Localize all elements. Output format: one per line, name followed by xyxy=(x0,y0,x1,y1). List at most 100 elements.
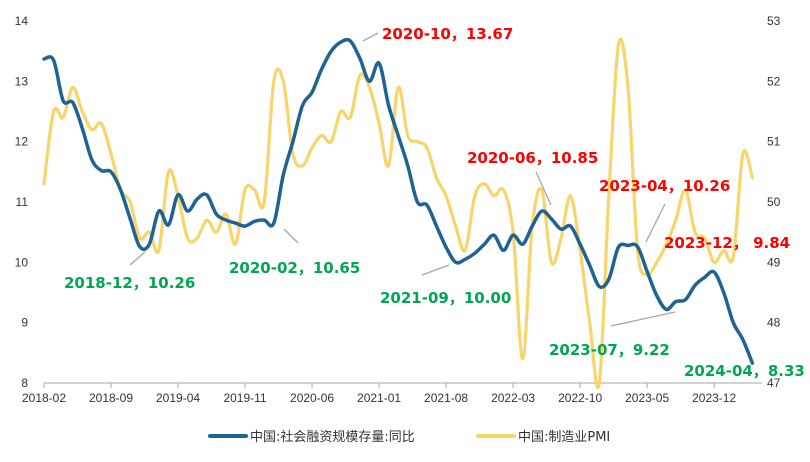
data-point xyxy=(369,87,370,88)
data-point xyxy=(694,232,695,233)
data-point xyxy=(694,285,695,286)
data-point xyxy=(733,322,734,323)
data-point xyxy=(168,171,169,172)
y-right-tick-label: 47 xyxy=(767,376,781,390)
data-point xyxy=(714,262,715,263)
data-point xyxy=(283,81,284,82)
data-point xyxy=(302,165,303,166)
annotation-label: 2024-04，8.33 xyxy=(684,362,805,380)
data-point xyxy=(91,159,92,160)
y-left-tick-label: 12 xyxy=(15,135,29,149)
data-point xyxy=(560,238,561,239)
data-point xyxy=(407,135,408,136)
data-point xyxy=(225,220,226,221)
data-point xyxy=(503,189,504,190)
data-point xyxy=(675,301,676,302)
data-point xyxy=(580,244,581,245)
data-point xyxy=(388,165,389,166)
data-point xyxy=(149,232,150,233)
data-point xyxy=(158,250,159,251)
data-point xyxy=(321,69,322,70)
annotation-leader-line xyxy=(645,203,666,243)
data-point xyxy=(244,189,245,190)
data-point xyxy=(72,102,73,103)
data-point xyxy=(666,309,667,310)
data-point xyxy=(551,218,552,219)
annotation-leader-line xyxy=(362,32,379,42)
data-point xyxy=(570,226,571,227)
data-point xyxy=(244,226,245,227)
y-right-tick-label: 49 xyxy=(767,255,781,269)
annotation-leader-line xyxy=(421,264,450,276)
annotation-leader-line xyxy=(535,171,552,206)
data-point xyxy=(589,265,590,266)
annotation-label: 2021-09，10.00 xyxy=(380,289,511,307)
data-point xyxy=(618,45,619,46)
data-point xyxy=(522,358,523,359)
data-point xyxy=(43,183,44,184)
x-tick-label: 2023-12 xyxy=(692,391,736,405)
data-point xyxy=(407,165,408,166)
data-point xyxy=(465,250,466,251)
data-point xyxy=(541,211,542,212)
data-point xyxy=(446,247,447,248)
data-point xyxy=(72,87,73,88)
annotation-label: 2020-10，13.67 xyxy=(382,25,513,43)
data-point xyxy=(599,286,600,287)
data-point xyxy=(53,60,54,61)
data-point xyxy=(656,262,657,263)
legend-item: 中国:社会融资规模存量:同比 xyxy=(208,429,415,445)
data-point xyxy=(187,238,188,239)
axes: 2018-02 2018-09 2019-04 2019-11 2020-06 2021-… xyxy=(15,14,781,405)
data-point xyxy=(91,129,92,130)
data-point xyxy=(369,81,370,82)
y-left-tick-label: 8 xyxy=(21,376,28,390)
legend: 中国:社会融资规模存量:同比 中国:制造业PMI xyxy=(208,429,610,445)
data-point xyxy=(522,244,523,245)
data-point xyxy=(474,195,475,196)
data-point xyxy=(82,111,83,112)
y-right-tick-label: 51 xyxy=(767,135,781,149)
x-tick-label: 2018-09 xyxy=(89,391,133,405)
data-point xyxy=(350,117,351,118)
data-point xyxy=(398,135,399,136)
data-point xyxy=(149,244,150,245)
x-tick-label: 2021-08 xyxy=(424,391,468,405)
data-point xyxy=(350,40,351,41)
x-tick-label: 2022-10 xyxy=(558,391,602,405)
annotation-label: 2020-02，10.65 xyxy=(229,259,360,277)
data-point xyxy=(130,218,131,219)
y-left-tick-label: 10 xyxy=(15,255,29,269)
data-point xyxy=(398,87,399,88)
data-point xyxy=(340,42,341,43)
data-point xyxy=(82,128,83,129)
data-point xyxy=(551,262,552,263)
data-point xyxy=(493,235,494,236)
series-line-tsf-growth xyxy=(42,37,755,365)
data-point xyxy=(187,211,188,212)
data-point xyxy=(580,250,581,251)
data-point xyxy=(254,221,255,222)
data-point xyxy=(130,201,131,202)
series-line-pmi xyxy=(42,37,754,389)
data-point xyxy=(752,177,753,178)
data-point xyxy=(197,238,198,239)
data-point xyxy=(331,51,332,52)
annotation-leader-line xyxy=(283,228,299,244)
data-point xyxy=(426,204,427,205)
data-point xyxy=(379,123,380,124)
data-point xyxy=(292,153,293,154)
data-point xyxy=(742,153,743,154)
data-point xyxy=(359,75,360,76)
data-point xyxy=(675,220,676,221)
series-points xyxy=(43,45,753,384)
data-point xyxy=(608,195,609,196)
data-point xyxy=(647,271,648,272)
data-point xyxy=(53,111,54,112)
data-point xyxy=(417,201,418,202)
data-point xyxy=(312,147,313,148)
data-point xyxy=(474,253,475,254)
data-point xyxy=(465,259,466,260)
data-point xyxy=(264,201,265,202)
